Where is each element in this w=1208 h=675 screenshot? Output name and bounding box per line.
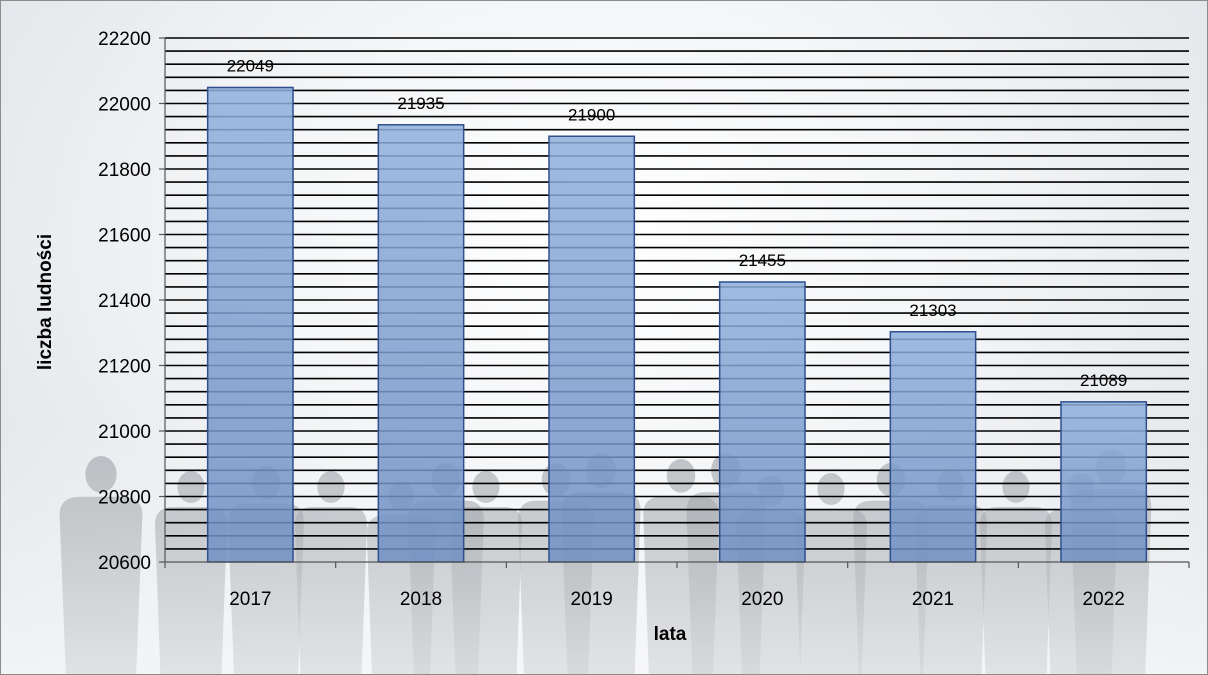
y-tick-label: 21400 [98, 291, 151, 312]
y-tick-label: 21600 [98, 226, 151, 247]
x-tick-label: 2019 [571, 589, 613, 610]
bar-2019 [548, 135, 636, 563]
x-tick-labels: 2017 2018 2019 2020 2021 2022 [229, 589, 1125, 610]
x-tick-label: 2017 [229, 589, 271, 610]
bar-2021 [889, 331, 977, 563]
data-label: 21303 [909, 301, 956, 320]
data-label: 21935 [397, 94, 444, 113]
data-label: 22049 [227, 56, 274, 75]
data-label: 21089 [1080, 371, 1127, 390]
bar-2022 [1060, 401, 1148, 563]
bars [206, 86, 1148, 563]
y-axis-title: liczba ludności [35, 234, 56, 370]
x-tick-label: 2020 [741, 589, 783, 610]
bar-2018 [377, 124, 465, 563]
data-label: 21455 [739, 251, 786, 270]
y-tick-label: 20800 [98, 488, 151, 509]
y-tick-label: 21800 [98, 160, 151, 181]
y-tick-label: 22200 [98, 29, 151, 50]
y-tick-label: 22000 [98, 95, 151, 116]
x-tick-label: 2018 [400, 589, 442, 610]
x-tick-label: 2022 [1083, 589, 1125, 610]
gridlines [165, 37, 1189, 550]
y-tick-label: 21200 [98, 357, 151, 378]
x-tick-label: 2021 [912, 589, 954, 610]
bar-2020 [718, 281, 806, 563]
data-labels: 22049 21935 21900 21455 21303 21089 [227, 56, 1128, 389]
y-tick-label: 21000 [98, 422, 151, 443]
x-axis-title: lata [654, 624, 687, 645]
data-label: 21900 [568, 105, 615, 124]
bar-2017 [206, 86, 294, 563]
y-tick-labels: 20600 20800 21000 21200 21400 21600 21800 22000… [98, 29, 151, 574]
y-tick-label: 20600 [98, 553, 151, 574]
axes [159, 37, 1190, 568]
